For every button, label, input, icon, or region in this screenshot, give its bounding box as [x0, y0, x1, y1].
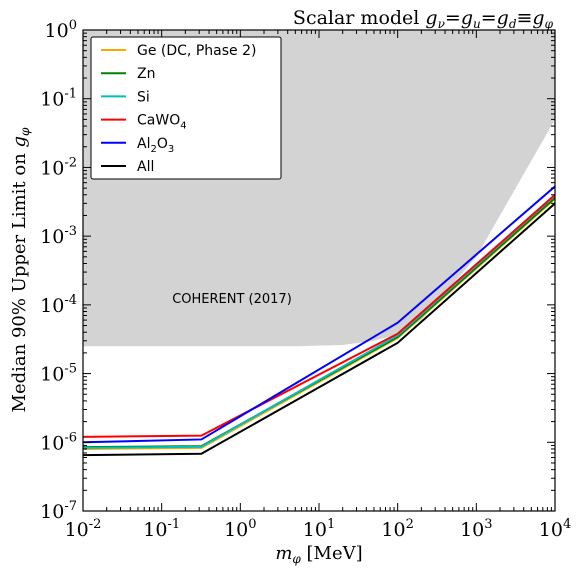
title-eq1: =	[445, 7, 461, 29]
series-group	[83, 185, 555, 457]
title-phi: φ	[545, 17, 554, 31]
legend-label-0: Ge (DC, Phase 2)	[137, 43, 256, 59]
legend-label-3: CaWO4	[137, 113, 187, 132]
legend: Ge (DC, Phase 2) Zn Si CaWO4 Al2O3 All	[90, 36, 282, 180]
axis-ticks	[82, 29, 556, 512]
legend-label-1: Zn	[137, 66, 155, 82]
y-tick-label-2: 10-5	[40, 362, 77, 386]
legend-label-4: Al2O3	[137, 136, 174, 155]
title-g2: g	[461, 7, 473, 29]
title-g4: g	[532, 7, 544, 29]
y-tick-label-3: 10-4	[40, 293, 77, 317]
x-tick-label-2: 100	[224, 517, 256, 541]
x-tick-label-3: 101	[303, 517, 335, 541]
legend-items: Ge (DC, Phase 2) Zn Si CaWO4 Al2O3 All	[101, 43, 256, 175]
x-tick-label-1: 10-1	[143, 517, 180, 541]
chart-title: Scalar model gν=gu=gd≡gφ	[293, 7, 554, 31]
series-line-5	[83, 202, 555, 457]
title-eq2: =	[481, 7, 497, 29]
y-tick-label-5: 10-2	[40, 155, 77, 179]
x-axis-title: mφ [MeV]	[275, 543, 362, 566]
y-axis-title: Median 90% Upper Limit on gφ	[9, 127, 32, 413]
y-tick-label-4: 10-3	[40, 224, 77, 248]
y-tick-label-7: 100	[45, 18, 77, 42]
x-axis-m: m	[275, 543, 292, 564]
y-axis-g: g	[9, 136, 30, 148]
x-tick-label-0: 10-2	[65, 517, 102, 541]
x-tick-label-4: 102	[381, 517, 413, 541]
x-axis-unit: [MeV]	[301, 543, 363, 564]
y-tick-label-6: 10-1	[40, 87, 77, 111]
legend-label-5: All	[137, 159, 154, 175]
title-nu: ν	[438, 17, 445, 31]
x-tick-label-6: 104	[539, 517, 571, 541]
title-equiv: ≡	[517, 7, 533, 29]
legend-box	[90, 36, 282, 180]
axis-tick-labels: 10-2 10-1 100 101 102 103 104 10-7 10-6 10-5 10-4 1…	[40, 18, 571, 541]
y-tick-label-1: 10-6	[40, 430, 77, 454]
y-axis-text: Median 90% Upper Limit on	[9, 147, 30, 412]
x-tick-label-5: 103	[460, 517, 492, 541]
y-axis-sub: φ	[18, 127, 32, 136]
x-axis-sub: φ	[292, 552, 301, 566]
series-line-4	[83, 185, 555, 444]
title-prefix: Scalar model	[293, 7, 426, 29]
coherent-region-label: COHERENT (2017)	[172, 292, 292, 307]
title-g3: g	[497, 7, 509, 29]
title-g: g	[425, 7, 437, 29]
y-tick-label-0: 10-7	[40, 499, 77, 523]
title-d: d	[509, 17, 517, 31]
legend-label-2: Si	[137, 89, 150, 105]
title-u: u	[473, 17, 481, 31]
series-line-3	[83, 194, 555, 438]
